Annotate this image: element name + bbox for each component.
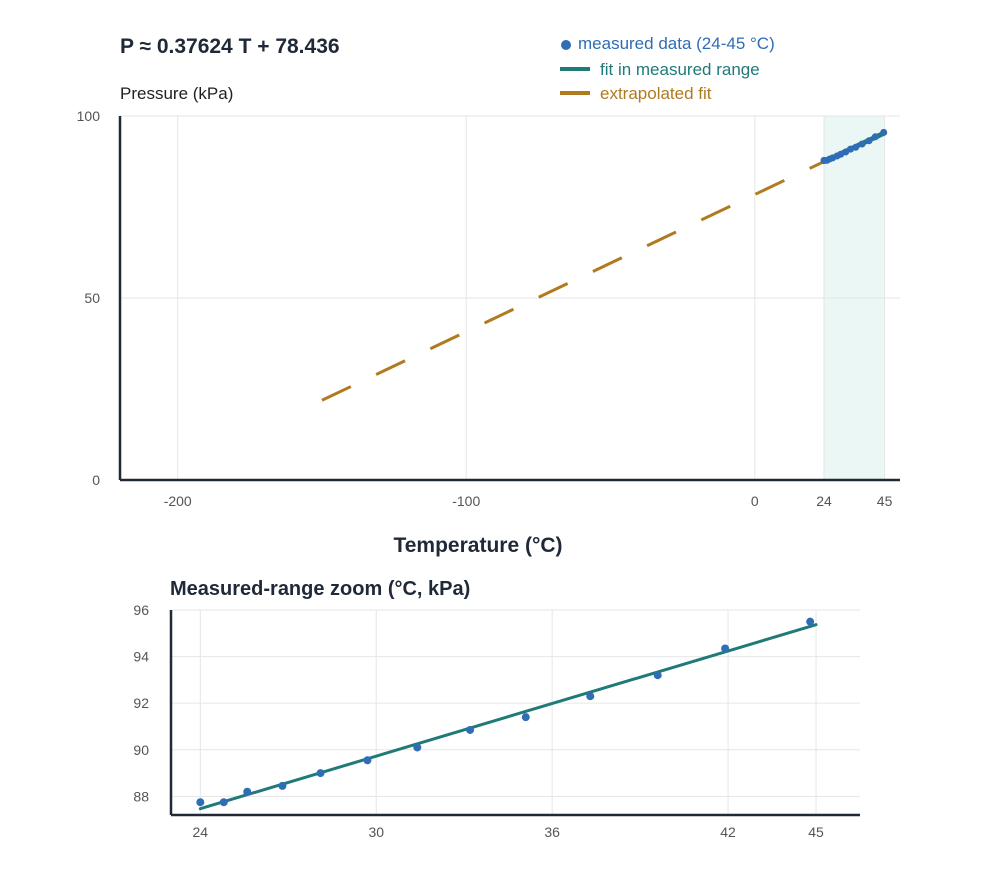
x-tick-label: 24 [816, 493, 832, 509]
y-tick-label: 90 [133, 742, 149, 758]
formula-title: P ≈ 0.37624 T + 78.436 [120, 35, 340, 58]
measured-data-point [586, 692, 595, 701]
measured-data-point [278, 781, 287, 790]
x-axis-label: Temperature (°C) [393, 534, 562, 557]
measured-data-point [653, 671, 662, 680]
measured-data-point [852, 143, 860, 151]
fit-line [198, 623, 818, 811]
measured-data-point [806, 617, 815, 626]
measured-data-point [196, 798, 205, 807]
measured-data-point [413, 743, 422, 752]
measured-data-point [363, 756, 372, 765]
y-tick-label: 100 [77, 108, 101, 124]
x-tick-label: 0 [751, 493, 759, 509]
x-tick-label: -100 [452, 493, 480, 509]
measured-data-point [219, 798, 228, 807]
zoom-title: Measured-range zoom (°C, kPa) [170, 578, 470, 600]
y-tick-label: 92 [133, 695, 149, 711]
x-tick-label: 30 [368, 824, 384, 840]
x-tick-label: -200 [164, 493, 192, 509]
x-tick-label: 36 [544, 824, 560, 840]
y-tick-label: 0 [92, 472, 100, 488]
measured-data-point [521, 713, 530, 722]
measured-data-point [858, 140, 866, 148]
measured-data-point [871, 133, 879, 141]
zoom-chart: 24 30 36 42 45 88 90 92 94 96 [133, 602, 860, 840]
x-tick-label: 45 [877, 493, 893, 509]
measured-data-point [316, 769, 325, 778]
x-tick-label: 45 [808, 824, 824, 840]
y-axis-label: Pressure (kPa) [120, 84, 233, 103]
extrapolated-fit-line [321, 160, 825, 402]
legend-label-extrapolated: extrapolated fit [600, 84, 712, 103]
legend: measured data (24-45 °C) fit in measured… [560, 34, 775, 103]
measured-data-point [721, 644, 730, 653]
measured-data-point [466, 725, 475, 734]
y-tick-label: 50 [84, 290, 100, 306]
measured-data-point [243, 787, 252, 796]
measured-data-point [865, 137, 873, 145]
legend-label-measured: measured data (24-45 °C) [578, 34, 775, 53]
measured-data-point [880, 128, 888, 136]
y-tick-label: 96 [133, 602, 149, 618]
legend-marker-measured [561, 40, 571, 50]
y-tick-label: 94 [133, 649, 149, 665]
y-tick-label: 88 [133, 788, 149, 804]
legend-label-fit: fit in measured range [600, 60, 760, 79]
main-chart: -200 -100 0 24 45 0 50 100 [77, 108, 900, 509]
x-tick-label: 24 [193, 824, 209, 840]
x-tick-label: 42 [720, 824, 736, 840]
